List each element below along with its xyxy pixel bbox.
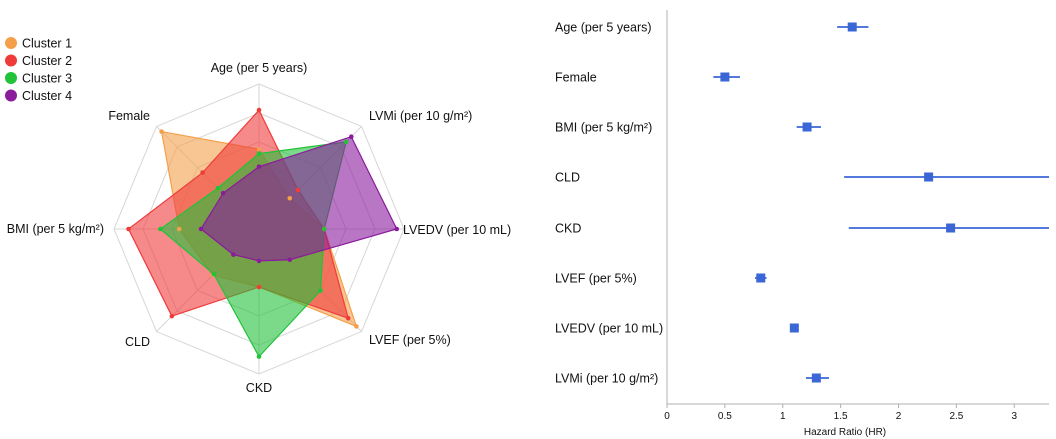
forest-point-ckd xyxy=(946,223,956,233)
forest-row-ckd: CKD xyxy=(555,222,1049,236)
radar-axis-label-female: Female xyxy=(108,109,150,123)
radar-point-cluster-3-ckd xyxy=(256,354,262,359)
radar-point-cluster-3-bmi-per-5-kg-m xyxy=(158,226,163,232)
radar-point-cluster-3-lvedv-per-10-ml xyxy=(321,226,327,232)
forest-point-age-per-5-years xyxy=(847,22,857,32)
radar-point-cluster-4-ckd xyxy=(256,258,262,264)
radar-legend: Cluster 1 Cluster 2 Cluster 3 Cluster 4 xyxy=(5,37,72,103)
forest-x-tick-label-5: 2.5 xyxy=(949,411,963,422)
radar-point-cluster-4-lvedv-per-10-ml xyxy=(394,226,400,232)
radar-axis-label-age-per-5-years: Age (per 5 years) xyxy=(211,61,308,75)
forest-row-lvef-per-5: LVEF (per 5%) xyxy=(555,272,767,286)
forest-x-tick-label-2: 1 xyxy=(780,411,786,422)
radar-point-cluster-4-female xyxy=(220,190,226,196)
forest-row-label-lvmi-per-10-g-m: LVMi (per 10 g/m²) xyxy=(555,372,658,386)
forest-x-tick-label-0: 0 xyxy=(664,411,670,422)
forest-row-lvedv-per-10-ml: LVEDV (per 10 mL) xyxy=(555,322,799,336)
forest-point-lvmi-per-10-g-m xyxy=(811,373,821,383)
radar-axis-labels: Age (per 5 years) LVMi (per 10 g/m²) LVEDV… xyxy=(7,61,511,395)
legend-label-cluster-4: Cluster 4 xyxy=(22,89,72,103)
forest-x-tick-label-4: 2 xyxy=(896,411,902,422)
forest-point-lvedv-per-10-ml xyxy=(789,323,799,333)
forest-point-lvef-per-5 xyxy=(756,273,766,283)
radar-axis-label-lvef-per-5: LVEF (per 5%) xyxy=(369,333,451,347)
radar-point-cluster-2-lvef-per-5 xyxy=(345,315,351,321)
radar-point-cluster-1-female xyxy=(159,129,164,134)
radar-point-cluster-2-age-per-5-years xyxy=(256,107,262,113)
forest-row-female: Female xyxy=(555,71,740,85)
radar-point-cluster-1-age-per-5-years xyxy=(256,146,262,152)
radar-point-cluster-3-lvef-per-5 xyxy=(318,288,323,293)
forest-x-tick-label-6: 3 xyxy=(1011,411,1017,422)
forest-x-tick-label-1: 0.5 xyxy=(718,411,732,422)
forest-row-age-per-5-years: Age (per 5 years) xyxy=(555,21,869,35)
forest-row-label-female: Female xyxy=(555,71,597,85)
forest-row-label-bmi-per-5-kg-m: BMI (per 5 kg/m²) xyxy=(555,121,652,135)
radar-point-cluster-4-age-per-5-years xyxy=(256,164,262,169)
radar-point-cluster-1-lvef-per-5 xyxy=(354,324,359,329)
radar-point-cluster-2-lvmi-per-10-g-m xyxy=(295,187,301,193)
forest-row-lvmi-per-10-g-m: LVMi (per 10 g/m²) xyxy=(555,372,830,386)
forest-x-axis-title: Hazard Ratio (HR) xyxy=(804,427,886,438)
radar-point-cluster-4-lvmi-per-10-g-m xyxy=(348,134,354,140)
radar-chart: Age (per 5 years) LVMi (per 10 g/m²) LVEDV… xyxy=(5,37,511,395)
forest-row-label-ckd: CKD xyxy=(555,222,581,236)
legend-label-cluster-1: Cluster 1 xyxy=(22,37,72,51)
radar-axis-label-lvmi-per-10-g-m: LVMi (per 10 g/m²) xyxy=(369,109,472,123)
forest-rows: Age (per 5 years) Female BMI (per 5 kg/m²)… xyxy=(555,21,1049,386)
radar-axis-label-cld: CLD xyxy=(125,335,150,349)
forest-row-bmi-per-5-kg-m: BMI (per 5 kg/m²) xyxy=(555,121,821,135)
radar-point-cluster-1-bmi-per-5-kg-m xyxy=(176,226,182,232)
forest-chart: 0 0.5 1 1.5 2 2.5 3 Age (per 5 years) Female BMI… xyxy=(555,10,1049,438)
radar-point-cluster-4-lvef-per-5 xyxy=(287,257,293,263)
radar-point-cluster-2-cld xyxy=(169,313,175,319)
legend-label-cluster-2: Cluster 2 xyxy=(22,54,72,68)
forest-point-female xyxy=(720,72,730,82)
forest-row-label-cld: CLD xyxy=(555,171,580,185)
legend-marker-cluster-3 xyxy=(5,72,17,84)
legend-marker-cluster-2 xyxy=(5,54,17,67)
radar-point-cluster-3-lvmi-per-10-g-m xyxy=(343,139,349,145)
legend-label-cluster-3: Cluster 3 xyxy=(22,72,72,86)
forest-point-cld xyxy=(924,172,934,182)
radar-point-cluster-2-ckd xyxy=(256,284,262,290)
radar-points xyxy=(126,107,400,359)
radar-areas xyxy=(127,109,398,358)
radar-point-cluster-3-female xyxy=(215,185,221,191)
radar-axis-label-bmi-per-5-kg-m: BMI (per 5 kg/m²) xyxy=(7,222,104,236)
radar-point-cluster-4-cld xyxy=(231,252,236,257)
radar-point-cluster-2-female xyxy=(200,170,205,175)
legend-marker-cluster-4 xyxy=(5,89,17,102)
legend-marker-cluster-1 xyxy=(5,37,17,49)
forest-x-tick-label-3: 1.5 xyxy=(834,411,848,422)
radar-axis-label-lvedv-per-10-ml: LVEDV (per 10 mL) xyxy=(403,223,511,237)
forest-point-bmi-per-5-kg-m xyxy=(802,122,812,132)
radar-axis-label-ckd: CKD xyxy=(246,381,272,395)
radar-point-cluster-4-bmi-per-5-kg-m xyxy=(198,226,204,232)
forest-row-label-lvedv-per-10-ml: LVEDV (per 10 mL) xyxy=(555,322,663,336)
forest-row-label-lvef-per-5: LVEF (per 5%) xyxy=(555,272,637,286)
radar-point-cluster-3-age-per-5-years xyxy=(256,151,262,156)
radar-point-cluster-3-cld xyxy=(211,271,217,277)
forest-row-cld: CLD xyxy=(555,171,1049,185)
radar-point-cluster-1-lvmi-per-10-g-m xyxy=(287,195,293,201)
radar-point-cluster-2-bmi-per-5-kg-m xyxy=(126,226,131,232)
forest-axes: 0 0.5 1 1.5 2 2.5 3 xyxy=(664,10,1049,422)
forest-row-label-age-per-5-years: Age (per 5 years) xyxy=(555,21,652,35)
